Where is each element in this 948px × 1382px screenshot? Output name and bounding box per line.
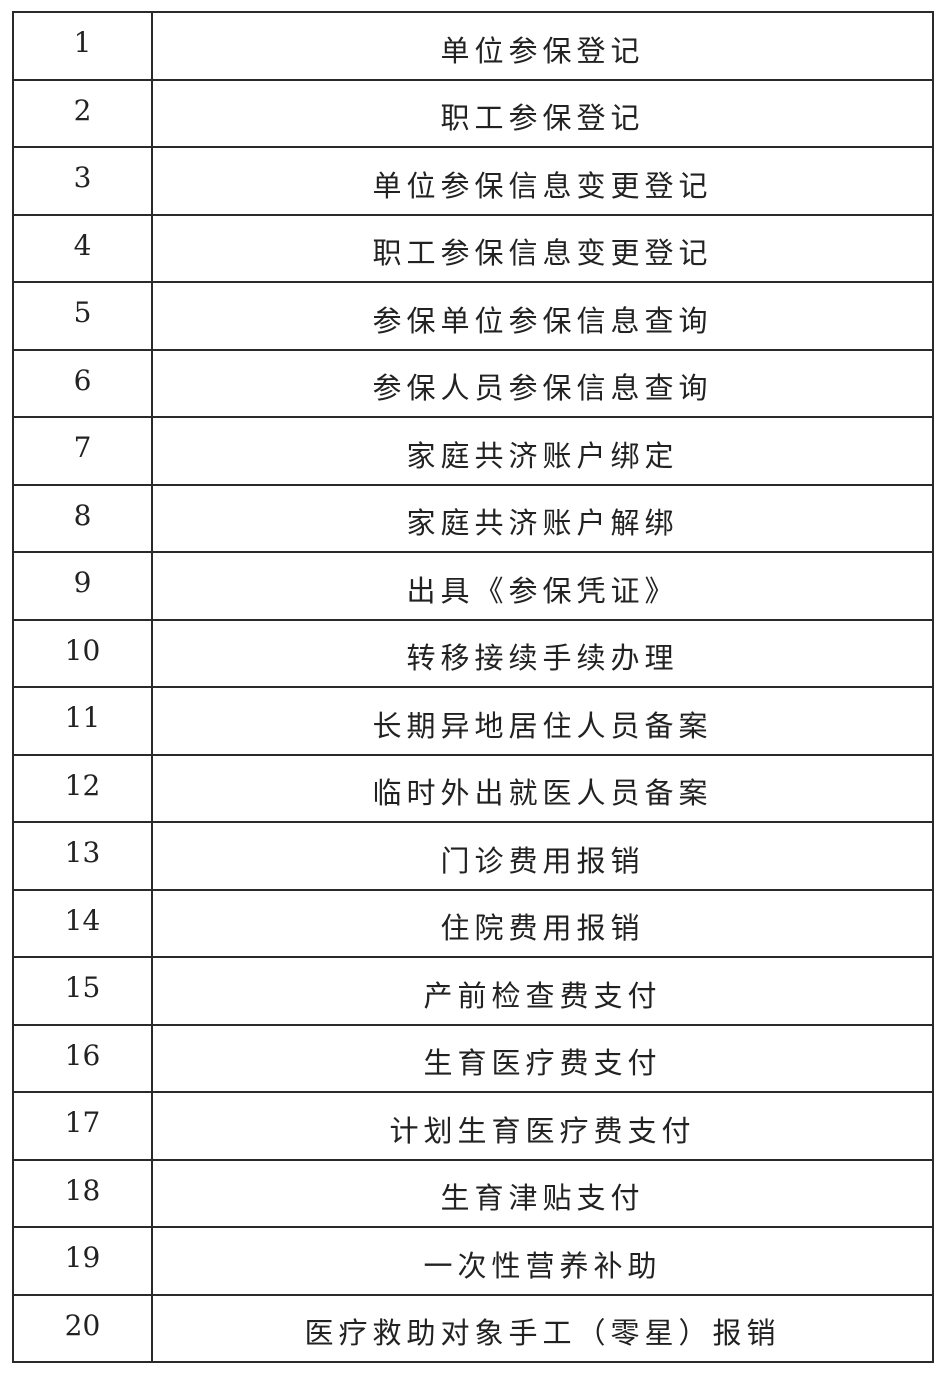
service-item: 职工参保登记 — [151, 78, 934, 148]
service-item: 职工参保信息变更登记 — [151, 213, 934, 283]
table-row: 7 家庭共济账户绑定 — [12, 416, 934, 486]
table-row: 20 医疗救助对象手工（零星）报销 — [12, 1293, 934, 1363]
row-number: 18 — [12, 1158, 153, 1228]
table-row: 10 转移接续手续办理 — [12, 618, 934, 688]
table-row: 13 门诊费用报销 — [12, 821, 934, 891]
table-row: 3 单位参保信息变更登记 — [12, 146, 934, 216]
row-number: 20 — [12, 1293, 153, 1363]
table-row: 8 家庭共济账户解绑 — [12, 483, 934, 553]
row-number: 5 — [12, 281, 153, 351]
service-item: 医疗救助对象手工（零星）报销 — [151, 1293, 934, 1363]
service-item: 参保人员参保信息查询 — [151, 348, 934, 418]
table-row: 15 产前检查费支付 — [12, 956, 934, 1026]
table-row: 2 职工参保登记 — [12, 78, 934, 148]
row-number: 19 — [12, 1226, 153, 1296]
table-row: 11 长期异地居住人员备案 — [12, 686, 934, 756]
service-item: 计划生育医疗费支付 — [151, 1091, 934, 1161]
service-item: 家庭共济账户解绑 — [151, 483, 934, 553]
row-number: 3 — [12, 146, 153, 216]
table-body: 1 单位参保登记 2 职工参保登记 3 单位参保信息变更登记 4 职工参保信息变更登记 5 参保单… — [12, 11, 934, 1363]
table-row: 18 生育津贴支付 — [12, 1158, 934, 1228]
service-item: 转移接续手续办理 — [151, 618, 934, 688]
table-row: 16 生育医疗费支付 — [12, 1023, 934, 1093]
service-item: 生育医疗费支付 — [151, 1023, 934, 1093]
row-number: 1 — [12, 11, 153, 81]
row-number: 6 — [12, 348, 153, 418]
row-number: 2 — [12, 78, 153, 148]
table-row: 4 职工参保信息变更登记 — [12, 213, 934, 283]
service-item: 长期异地居住人员备案 — [151, 686, 934, 756]
row-number: 16 — [12, 1023, 153, 1093]
table-row: 12 临时外出就医人员备案 — [12, 753, 934, 823]
services-table: 1 单位参保登记 2 职工参保登记 3 单位参保信息变更登记 4 职工参保信息变更登记 5 参保单… — [12, 11, 934, 1363]
service-item: 一次性营养补助 — [151, 1226, 934, 1296]
service-item: 生育津贴支付 — [151, 1158, 934, 1228]
row-number: 9 — [12, 551, 153, 621]
service-item: 家庭共济账户绑定 — [151, 416, 934, 486]
row-number: 12 — [12, 753, 153, 823]
row-number: 17 — [12, 1091, 153, 1161]
service-item: 单位参保信息变更登记 — [151, 146, 934, 216]
service-item: 住院费用报销 — [151, 888, 934, 958]
row-number: 4 — [12, 213, 153, 283]
table-row: 19 一次性营养补助 — [12, 1226, 934, 1296]
service-item: 出具《参保凭证》 — [151, 551, 934, 621]
row-number: 11 — [12, 686, 153, 756]
table-row: 5 参保单位参保信息查询 — [12, 281, 934, 351]
service-item: 单位参保登记 — [151, 11, 934, 81]
row-number: 8 — [12, 483, 153, 553]
table-row: 9 出具《参保凭证》 — [12, 551, 934, 621]
service-item: 临时外出就医人员备案 — [151, 753, 934, 823]
table-row: 17 计划生育医疗费支付 — [12, 1091, 934, 1161]
service-item: 参保单位参保信息查询 — [151, 281, 934, 351]
row-number: 13 — [12, 821, 153, 891]
table-row: 1 单位参保登记 — [12, 11, 934, 81]
row-number: 14 — [12, 888, 153, 958]
table-row: 14 住院费用报销 — [12, 888, 934, 958]
service-item: 门诊费用报销 — [151, 821, 934, 891]
row-number: 10 — [12, 618, 153, 688]
row-number: 7 — [12, 416, 153, 486]
row-number: 15 — [12, 956, 153, 1026]
service-item: 产前检查费支付 — [151, 956, 934, 1026]
table-row: 6 参保人员参保信息查询 — [12, 348, 934, 418]
